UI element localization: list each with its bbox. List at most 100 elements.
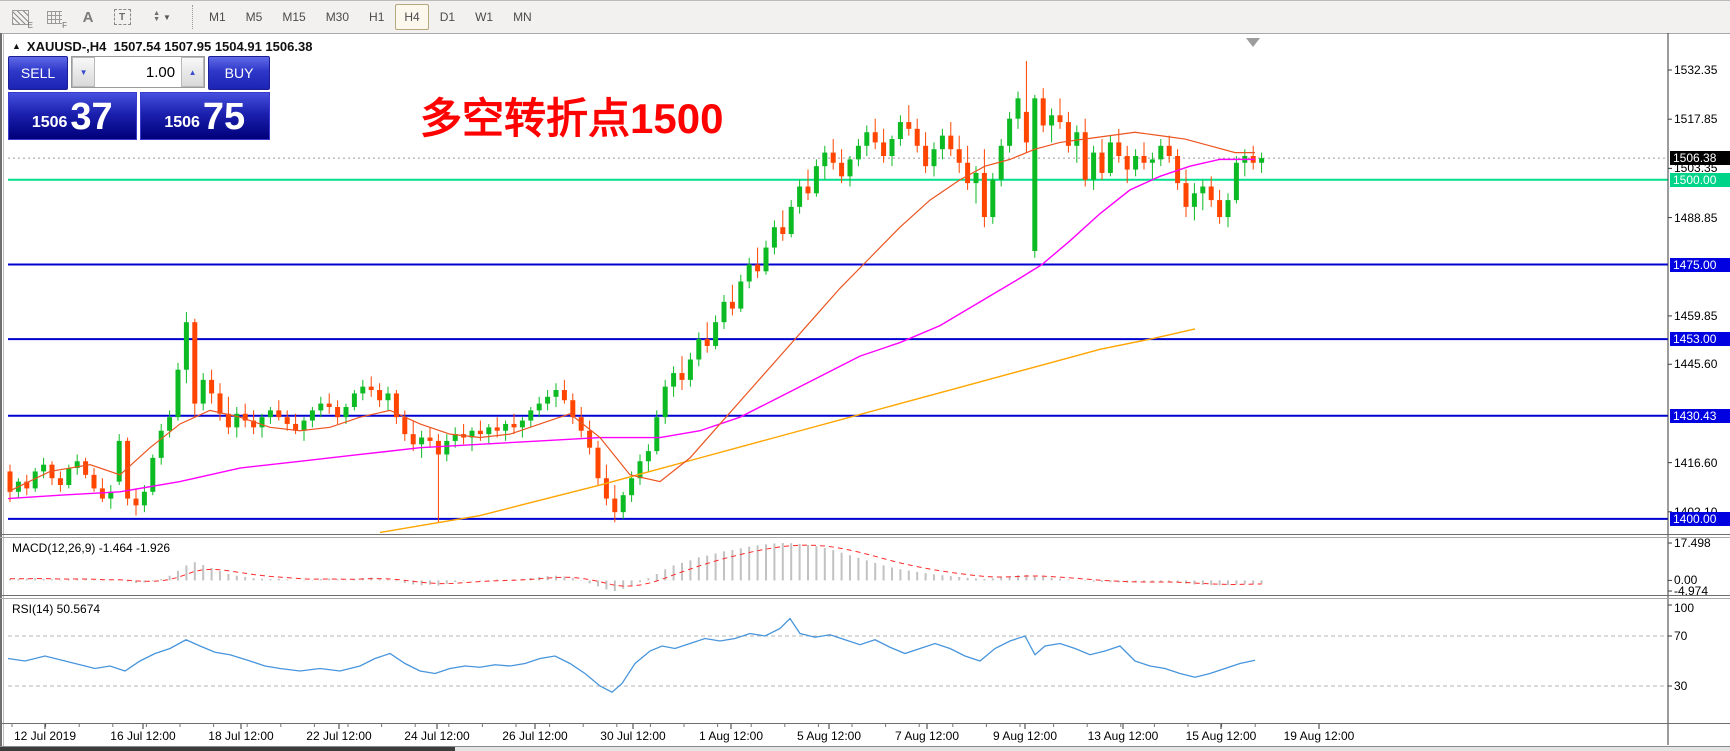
- bull-candle: [788, 206, 794, 235]
- bull-candle: [1191, 193, 1197, 207]
- timeframe-button-mn[interactable]: MN: [513, 10, 532, 24]
- label-tool-button[interactable]: A: [74, 4, 102, 30]
- bull-candle: [385, 393, 391, 401]
- level-price-label-1475.00: 1475.00: [1670, 257, 1730, 272]
- bear-candle: [612, 498, 618, 513]
- bull-candle: [553, 390, 559, 397]
- bull-candle: [267, 410, 273, 418]
- bull-candle: [864, 132, 870, 146]
- level-price-label-1400.00: 1400.00: [1670, 511, 1730, 526]
- timeframe-button-h1[interactable]: H1: [369, 10, 385, 24]
- bull-candle: [1074, 132, 1080, 146]
- timeframe-button-m30[interactable]: M30: [325, 10, 350, 24]
- bear-candle: [242, 413, 248, 421]
- hatch-pattern-tool-button[interactable]: E: [6, 4, 34, 30]
- timeframe-button-m1[interactable]: M1: [209, 10, 226, 24]
- chevron-down-icon: ▼: [163, 12, 171, 22]
- time-axis-label: 13 Aug 12:00: [1087, 729, 1159, 743]
- sell-button[interactable]: SELL: [8, 56, 69, 90]
- timeframe-button-m15[interactable]: M15: [282, 10, 306, 24]
- panel-separator[interactable]: [0, 534, 1730, 535]
- bull-candle: [528, 410, 534, 421]
- text-tool-button[interactable]: T: [108, 4, 136, 30]
- ask-pips: 75: [202, 96, 246, 138]
- bear-candle: [595, 447, 601, 479]
- bear-candle: [780, 227, 786, 235]
- ma-fast-line: [7, 131, 1255, 493]
- current-price-label: 1506.38: [1670, 151, 1730, 166]
- bull-candle: [1091, 152, 1097, 180]
- panel-separator[interactable]: [0, 595, 1730, 596]
- level-price-label-1430.43: 1430.43: [1670, 408, 1730, 423]
- bull-candle: [1032, 98, 1038, 251]
- bear-candle: [603, 478, 609, 499]
- bear-candle: [948, 135, 954, 150]
- bear-candle: [881, 142, 887, 156]
- toolbar-separator: [192, 5, 193, 29]
- bear-candle: [570, 400, 576, 418]
- bear-candle: [57, 478, 63, 486]
- text-box-icon: T: [113, 9, 131, 25]
- timeframe-button-d1[interactable]: D1: [439, 10, 456, 24]
- timeframe-button-w1[interactable]: W1: [475, 10, 494, 24]
- bear-candle: [1116, 142, 1122, 156]
- bear-candle: [410, 434, 416, 445]
- chart-text-annotation[interactable]: 多空转折点1500: [420, 95, 724, 142]
- bull-candle: [696, 339, 702, 360]
- window-left-edge: [0, 33, 2, 751]
- bear-candle: [83, 461, 89, 475]
- bear-candle: [805, 186, 811, 194]
- time-axis-label: 5 Aug 12:00: [796, 729, 862, 743]
- time-axis-label: 9 Aug 12:00: [992, 729, 1058, 743]
- bull-candle: [32, 471, 38, 489]
- bear-candle: [1208, 186, 1214, 201]
- bull-candle: [469, 430, 475, 438]
- bid-pips: 37: [70, 96, 113, 138]
- bull-candle: [74, 461, 80, 469]
- volume-decrease-button[interactable]: ▼: [72, 57, 96, 87]
- time-axis-label: 1 Aug 12:00: [698, 729, 764, 743]
- grid-pattern-tool-button[interactable]: F: [40, 4, 68, 30]
- bear-candle: [368, 386, 374, 391]
- horizontal-scrollbar[interactable]: [0, 746, 1730, 751]
- bull-candle: [1007, 118, 1013, 146]
- bull-candle: [721, 301, 727, 323]
- timeframe-button-m5[interactable]: M5: [245, 10, 263, 24]
- ohlc-readout: 1507.54 1507.95 1504.91 1506.38: [113, 39, 313, 54]
- bull-candle: [637, 461, 643, 479]
- panel-separator-shadow: [0, 537, 1730, 538]
- bear-candle: [284, 417, 290, 424]
- bid-price-display[interactable]: 1506 37: [8, 92, 137, 140]
- volume-input[interactable]: [95, 57, 182, 87]
- chart-shift-marker-icon[interactable]: [1246, 38, 1260, 47]
- bear-candle: [326, 403, 332, 407]
- bear-candle: [755, 264, 761, 272]
- bull-candle: [536, 403, 542, 411]
- time-axis-label: 7 Aug 12:00: [894, 729, 960, 743]
- volume-increase-button[interactable]: ▲: [181, 57, 205, 87]
- bull-candle: [746, 264, 752, 282]
- ask-price-display[interactable]: 1506 75: [139, 92, 270, 140]
- bear-candle: [587, 430, 593, 448]
- bear-candle: [1166, 145, 1172, 156]
- bull-candle: [519, 420, 525, 428]
- bear-candle: [427, 437, 433, 441]
- hatch-pattern-icon: [11, 9, 29, 25]
- chart-symbol-title: ▲ XAUUSD-,H4 1507.54 1507.95 1504.91 1506…: [12, 39, 312, 54]
- bear-candle: [1141, 155, 1147, 163]
- window-left-edge-highlight: [3, 33, 4, 751]
- bull-candle: [1015, 98, 1021, 119]
- buy-button[interactable]: BUY: [208, 56, 270, 90]
- bull-candle: [687, 359, 693, 380]
- bear-candle: [679, 373, 685, 380]
- bear-candle: [872, 132, 878, 143]
- bull-candle: [200, 379, 206, 404]
- arrange-tool-button[interactable]: ▲ ▼ ▼: [142, 4, 182, 30]
- rsi-line: [7, 617, 1256, 694]
- level-price-label-1453.00: 1453.00: [1670, 332, 1730, 347]
- bear-candle: [914, 128, 920, 146]
- timeframe-button-h4[interactable]: H4: [395, 4, 429, 30]
- grid-pattern-icon: [46, 10, 62, 24]
- scrollbar-thumb[interactable]: [0, 747, 455, 751]
